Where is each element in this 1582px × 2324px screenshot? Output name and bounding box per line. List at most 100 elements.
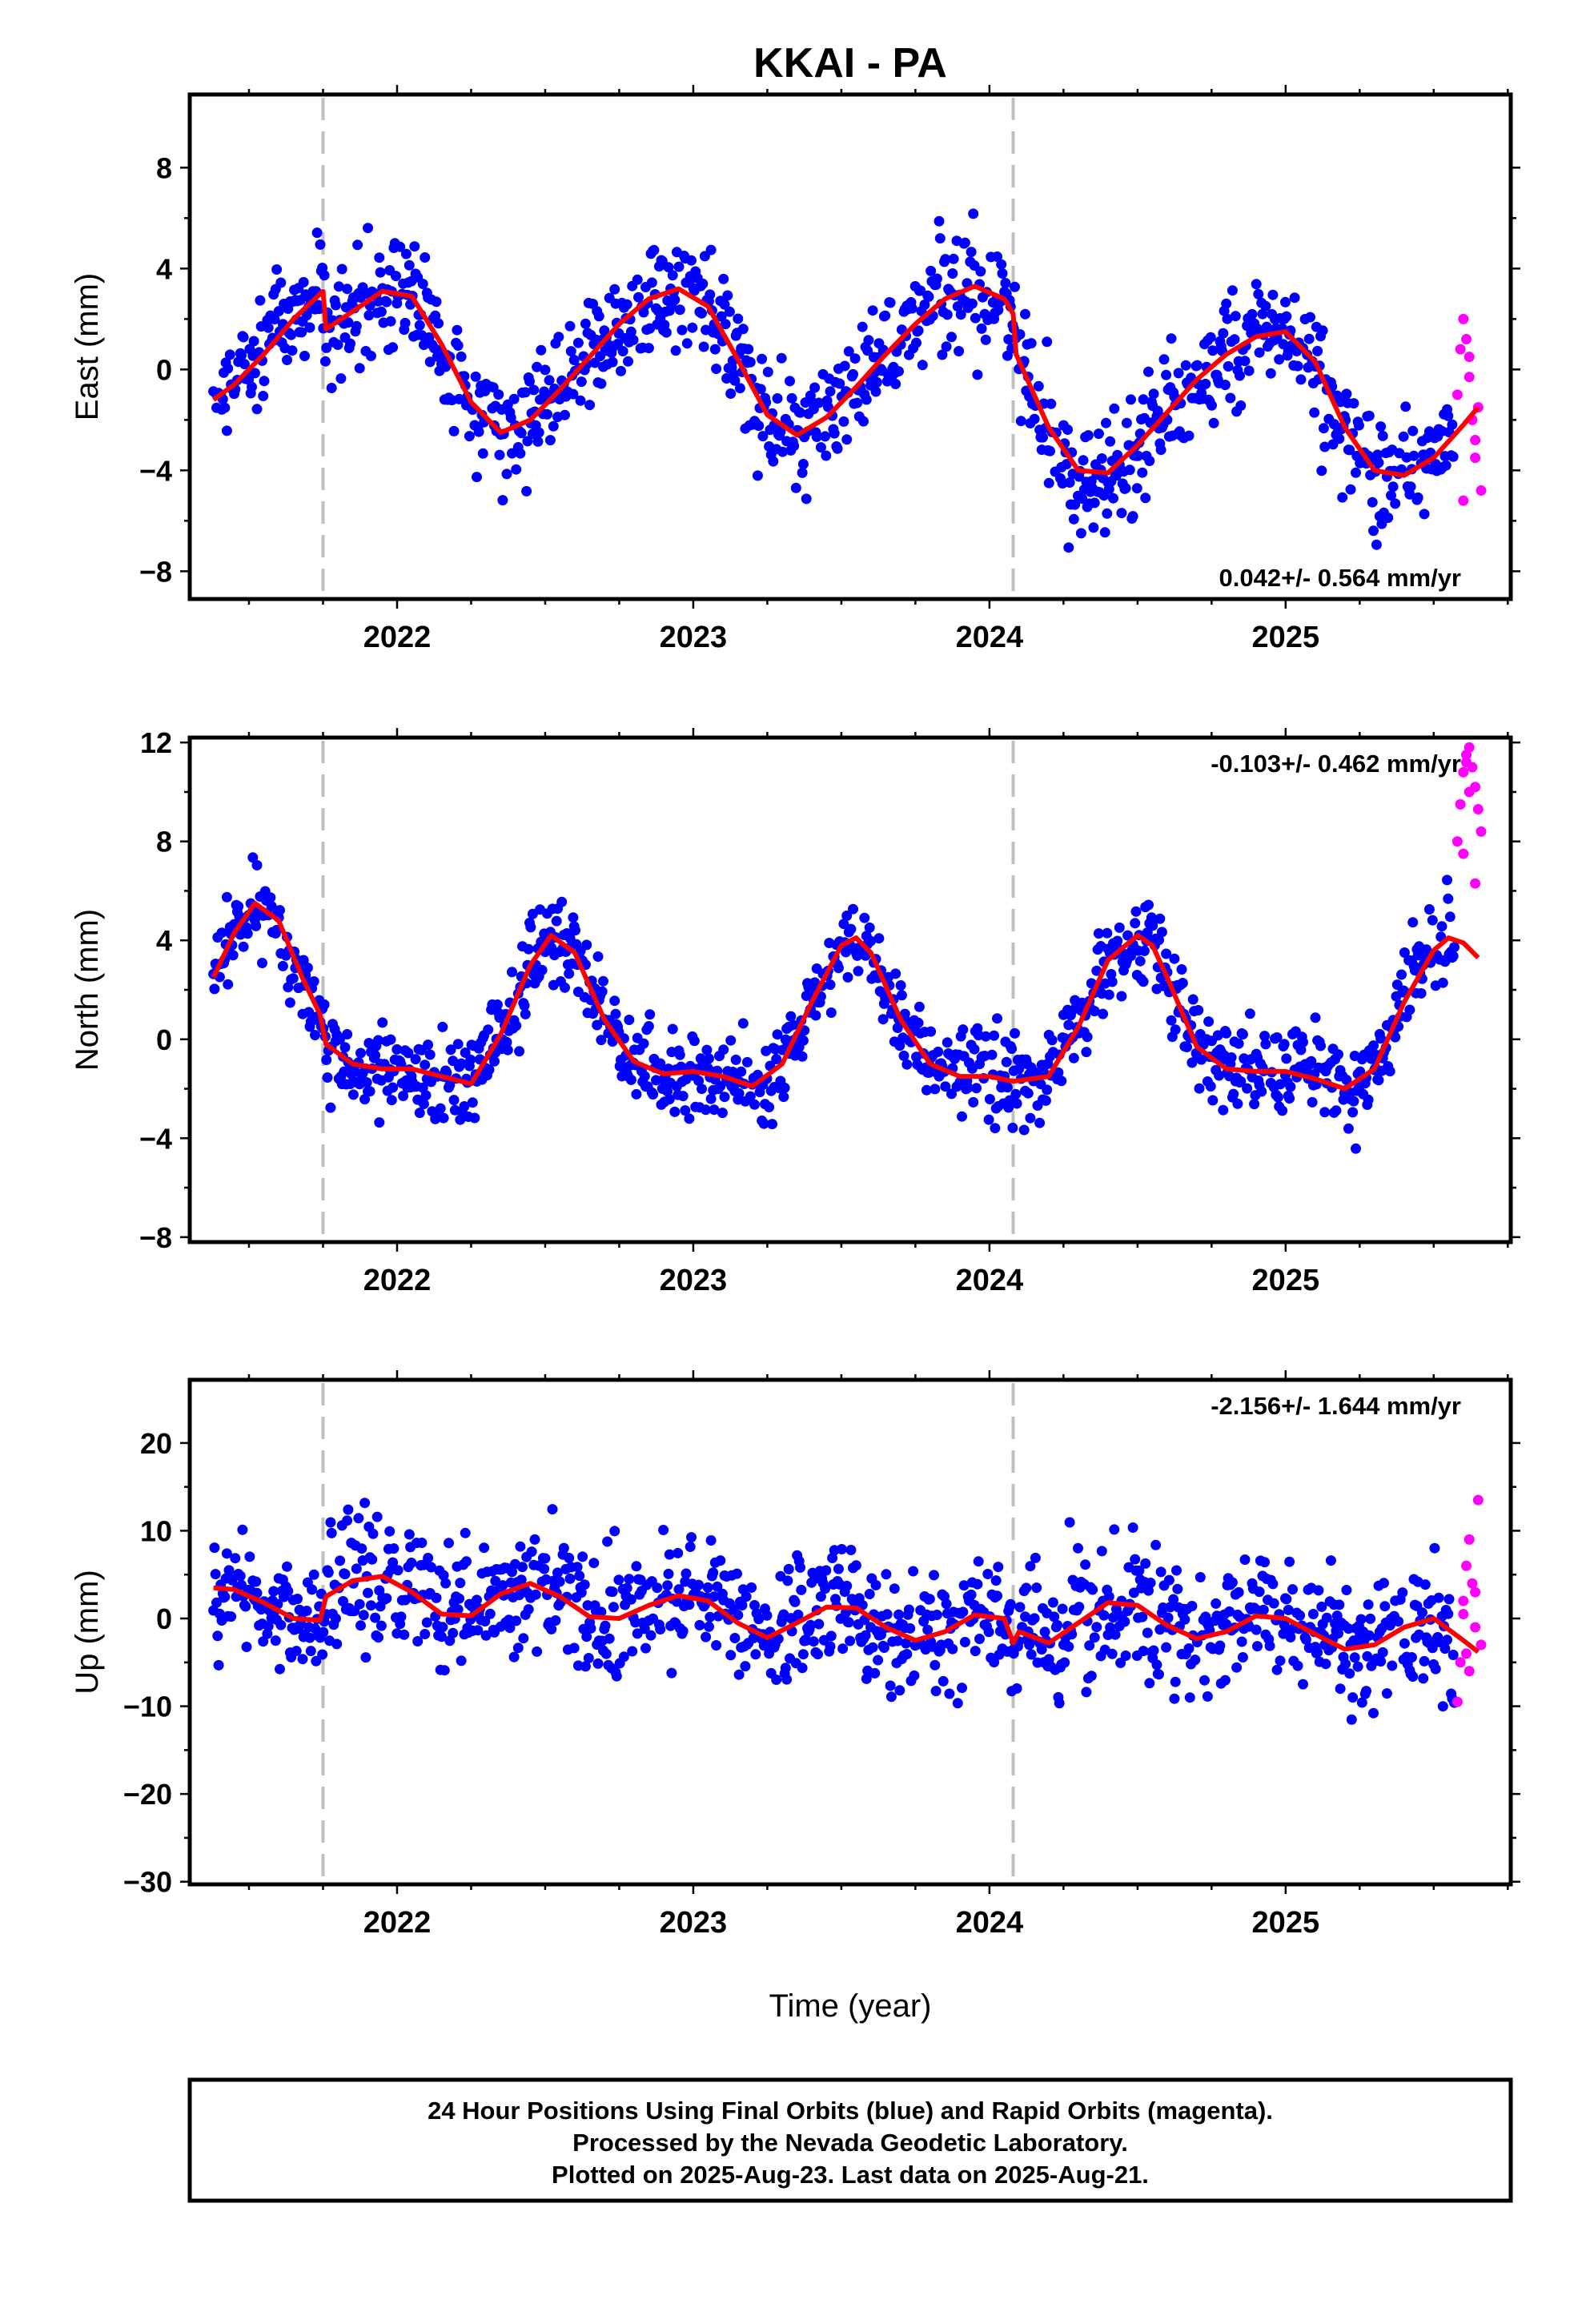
final-point [511,1020,522,1031]
final-point [1088,522,1099,533]
final-point [251,1587,263,1598]
final-point [1440,460,1452,471]
final-point [1407,425,1419,436]
final-point [1365,1613,1376,1624]
final-point [257,958,267,968]
final-point [238,941,249,952]
final-point [704,1621,714,1632]
final-point [1106,969,1117,979]
final-point [870,386,881,397]
final-point [719,299,730,310]
final-point [532,436,544,447]
final-point [1015,416,1026,427]
final-point [1319,441,1331,452]
model-fit-line [211,283,1480,478]
final-point [1415,987,1427,999]
final-point [786,392,797,404]
final-orbit-points [208,852,1460,1154]
final-point [1011,1683,1022,1694]
final-point [701,1631,712,1642]
final-point [343,317,354,328]
final-point [277,960,288,971]
final-point [990,1123,1001,1134]
final-point [326,1527,337,1538]
final-point [941,341,952,352]
final-point [1081,1687,1092,1698]
final-point [639,1623,650,1634]
rapid-point [1458,1609,1469,1620]
final-point [705,1535,717,1546]
final-point [1368,1040,1379,1051]
final-point [734,383,745,394]
final-point [1343,1123,1354,1134]
final-point [438,1570,449,1581]
final-point [1281,311,1292,322]
final-point [321,1055,332,1065]
final-point [244,1551,255,1562]
final-point [970,1646,981,1657]
final-point [335,373,347,384]
final-point [1029,1613,1040,1624]
final-point [424,356,436,368]
final-point [444,1080,456,1091]
final-point [592,951,604,962]
final-point [913,1017,924,1028]
final-point [908,1566,919,1577]
y-tick-label: 4 [156,924,172,957]
final-point [504,1622,516,1634]
final-point [795,407,805,418]
final-point [1351,1143,1361,1154]
final-point [1133,450,1144,461]
final-point [598,975,608,987]
final-point [708,1567,719,1578]
final-point [564,968,575,979]
final-point [351,1563,362,1574]
final-point [1063,1641,1074,1652]
final-point [890,968,901,979]
final-point [363,1587,373,1598]
panel-1: −8 −4 0 4 8 2022 2023 2024 2025 East (mm) 0.042+/-… [70,85,1520,654]
final-point [1375,1033,1387,1044]
final-point [1207,400,1217,411]
footer-line-1: 24 Hour Positions Using Final Orbits (bl… [428,2097,1273,2125]
final-point [1166,1015,1177,1026]
final-point [1219,1675,1231,1686]
final-point [445,1044,456,1055]
final-point [596,378,607,389]
final-point [516,1574,527,1586]
final-point [385,316,396,327]
final-point [352,239,363,251]
final-point [469,1112,480,1124]
panel-3: −30 −20 −10 0 10 20 2022 2023 2024 2025 Up (mm) -2.… [70,1370,1520,1940]
final-point [725,388,737,399]
final-point [345,338,355,349]
final-point [686,1532,697,1543]
final-point [1084,1640,1095,1651]
final-point [1404,489,1415,500]
final-point [1264,1640,1275,1651]
final-point [297,1654,308,1665]
final-point [898,1050,909,1061]
final-point [1110,1629,1121,1640]
final-point [1305,312,1315,323]
final-point [825,1630,837,1642]
final-point [1307,1096,1318,1108]
rapid-point [1476,485,1487,497]
final-point [968,208,979,219]
final-point [1235,400,1247,411]
rapid-point [1461,1560,1472,1571]
final-point [583,1653,594,1663]
y-tick-label: 4 [156,252,172,285]
final-point [1211,1598,1222,1609]
final-point [1242,1083,1253,1094]
final-point [903,1604,914,1615]
final-point [1244,1008,1255,1019]
final-point [1298,1036,1308,1047]
final-point [1298,1679,1308,1690]
rapid-point [1472,1494,1484,1506]
rapid-point [1467,1578,1478,1589]
final-point [1179,1614,1191,1625]
final-point [813,397,825,408]
x-tick-label: 2025 [1252,621,1320,654]
panel-2: −8 −4 0 4 8 12 2022 2023 2024 2025 North (mm) -0.10… [70,726,1520,1297]
